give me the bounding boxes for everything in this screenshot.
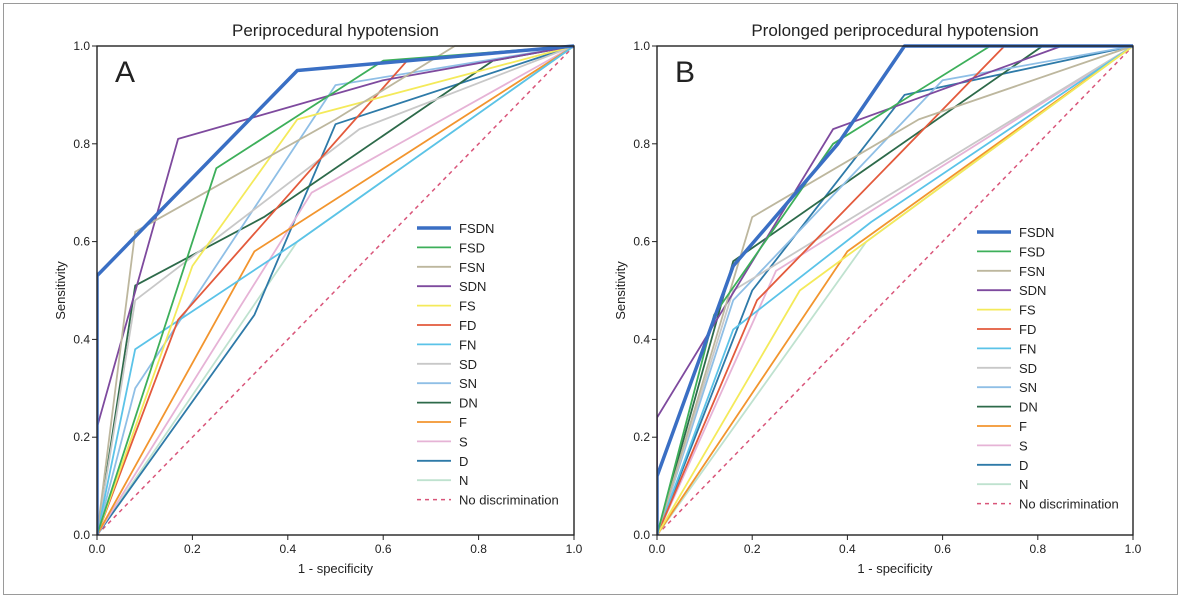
x-tick-label: 0.8: [470, 542, 487, 556]
series-line-fd: [657, 45, 1133, 535]
legend-label-fn: FN: [1019, 341, 1036, 356]
legend-label-fsn: FSN: [1019, 264, 1045, 279]
legend-label-fd: FD: [1019, 322, 1036, 337]
legend-label-fsdn: FSDN: [1019, 225, 1054, 240]
y-tick-label: 1.0: [73, 39, 90, 53]
series-line-sd: [97, 45, 574, 535]
x-tick-label: 0.8: [1029, 542, 1046, 556]
x-tick-label: 1.0: [1125, 542, 1142, 556]
series-line-fsd: [657, 45, 1133, 535]
legend-label-fn: FN: [459, 337, 476, 352]
chart-title: Prolonged periprocedural hypotension: [751, 21, 1038, 40]
series-line-fsdn: [97, 44, 574, 535]
series-line-fn: [97, 45, 574, 535]
series-line-sd: [657, 45, 1133, 535]
series-line-sdn: [97, 45, 574, 535]
series-line-no-discrimination: [97, 45, 574, 535]
series-line-n: [657, 45, 1133, 535]
legend-label-d: D: [1019, 458, 1028, 473]
series-line-fsdn: [657, 44, 1133, 535]
legend-label-d: D: [459, 454, 468, 469]
x-tick-label: 0.4: [839, 542, 856, 556]
y-tick-label: 0.8: [633, 137, 650, 151]
y-tick-label: 0.8: [73, 137, 90, 151]
x-tick-label: 0.0: [649, 542, 666, 556]
panel-label: A: [115, 56, 135, 89]
y-tick-label: 1.0: [633, 39, 650, 53]
roc-figure: Periprocedural hypotension A 0.0 0.2 0.4 0.6 0…: [53, 21, 1142, 576]
legend-label-fd: FD: [459, 318, 476, 333]
x-tick-label: 0.6: [375, 542, 392, 556]
legend-label-sd: SD: [459, 357, 477, 372]
y-tick-label: 0.2: [73, 430, 90, 444]
legend-label-s: S: [1019, 438, 1028, 453]
x-tick-label: 0.2: [184, 542, 201, 556]
legend-label-sn: SN: [459, 376, 477, 391]
chart-panel-a: Periprocedural hypotension A 0.0 0.2 0.4 0.6 0…: [53, 21, 583, 576]
series-line-s: [657, 45, 1133, 535]
legend-label-dn: DN: [459, 396, 478, 411]
series-line-fsn: [97, 45, 574, 535]
legend-label-fsd: FSD: [459, 240, 485, 255]
series-line-fn: [657, 45, 1133, 535]
y-tick-label: 0.0: [633, 528, 650, 542]
legend-label-dn: DN: [1019, 400, 1038, 415]
series-line-d: [657, 45, 1133, 535]
legend-label-fs: FS: [1019, 303, 1036, 318]
x-tick-label: 0.4: [279, 542, 296, 556]
legend-label-no-discrimination: No discrimination: [459, 493, 559, 508]
plot-area-border: [656, 45, 1134, 536]
panel-label: B: [675, 56, 695, 89]
chart-panel-b: Prolonged periprocedural hypotension B 0.0…: [613, 21, 1142, 576]
legend-label-fsd: FSD: [1019, 244, 1045, 259]
series-line-sn: [97, 45, 574, 535]
y-tick-label: 0.6: [633, 235, 650, 249]
y-axis-label: Sensitivity: [53, 261, 68, 320]
legend-label-s: S: [459, 434, 468, 449]
legend-label-sdn: SDN: [459, 279, 486, 294]
legend-label-n: N: [459, 473, 468, 488]
legend-label-fsn: FSN: [459, 260, 485, 275]
series-line-s: [97, 45, 574, 535]
series-line-no-discrimination: [657, 45, 1133, 535]
series-line-fsn: [657, 45, 1133, 535]
x-axis-label: 1 - specificity: [857, 561, 933, 576]
series-lines: [657, 44, 1133, 535]
legend-label-fs: FS: [459, 299, 476, 314]
y-axis-label: Sensitivity: [613, 261, 628, 320]
legend-label-f: F: [459, 415, 467, 430]
series-line-f: [657, 45, 1133, 535]
series-line-dn: [657, 45, 1133, 535]
legend-label-no-discrimination: No discrimination: [1019, 497, 1119, 512]
series-line-sn: [657, 45, 1133, 535]
series-line-fs: [97, 45, 574, 535]
series-lines: [97, 44, 574, 535]
legend-label-sd: SD: [1019, 361, 1037, 376]
plot-area-border: [96, 45, 575, 536]
y-tick-label: 0.0: [73, 528, 90, 542]
x-tick-label: 1.0: [566, 542, 583, 556]
series-line-fs: [657, 45, 1133, 535]
legend-label-sdn: SDN: [1019, 283, 1046, 298]
x-axis-label: 1 - specificity: [298, 561, 374, 576]
series-line-f: [97, 45, 574, 535]
chart-title: Periprocedural hypotension: [232, 21, 439, 40]
y-tick-label: 0.4: [633, 332, 650, 346]
legend-label-sn: SN: [1019, 380, 1037, 395]
y-tick-label: 0.6: [73, 235, 90, 249]
figure-frame: Periprocedural hypotension A 0.0 0.2 0.4 0.6 0…: [3, 3, 1178, 595]
y-tick-label: 0.2: [633, 430, 650, 444]
x-tick-label: 0.2: [744, 542, 761, 556]
y-tick-label: 0.4: [73, 332, 90, 346]
series-line-sdn: [657, 45, 1133, 535]
legend-label-n: N: [1019, 477, 1028, 492]
x-tick-label: 0.0: [89, 542, 106, 556]
legend-label-fsdn: FSDN: [459, 221, 494, 236]
legend-label-f: F: [1019, 419, 1027, 434]
x-tick-label: 0.6: [934, 542, 951, 556]
